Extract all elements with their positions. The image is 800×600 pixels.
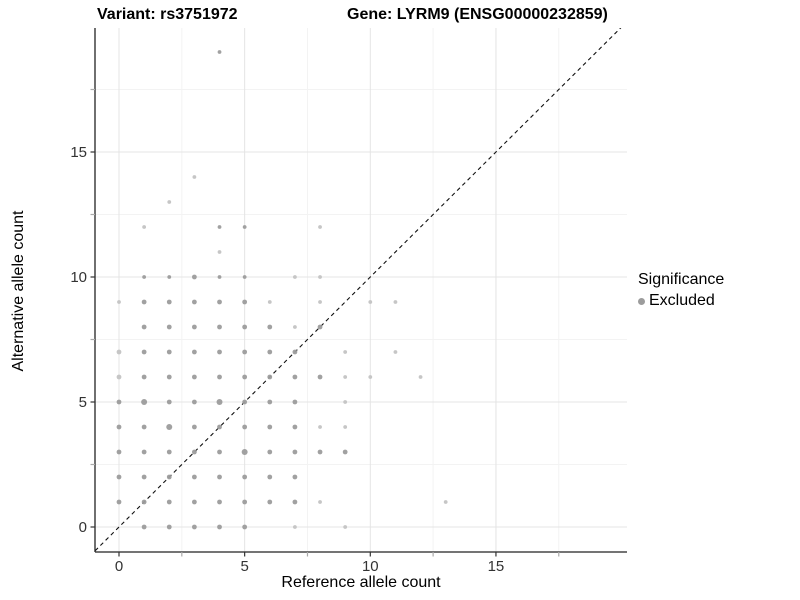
svg-text:15: 15	[488, 558, 505, 575]
svg-text:0: 0	[79, 519, 87, 536]
svg-text:10: 10	[362, 558, 379, 575]
gene-title: Gene: LYRM9 (ENSG00000232859)	[347, 6, 608, 23]
svg-text:5: 5	[240, 558, 248, 575]
svg-text:15: 15	[70, 144, 87, 161]
y-axis-title: Alternative allele count	[10, 210, 27, 372]
svg-text:10: 10	[70, 269, 87, 286]
variant-title: Variant: rs3751972	[97, 6, 238, 23]
legend-title: Significance	[638, 271, 725, 288]
legend-item-excluded: Excluded	[638, 292, 724, 310]
x-axis-title: Reference allele count	[281, 574, 441, 591]
legend-item-label: Excluded	[649, 292, 715, 309]
svg-text:0: 0	[115, 558, 123, 575]
svg-text:5: 5	[79, 394, 87, 411]
legend: Significance Excluded	[638, 271, 724, 310]
excluded-point-icon	[638, 297, 645, 305]
